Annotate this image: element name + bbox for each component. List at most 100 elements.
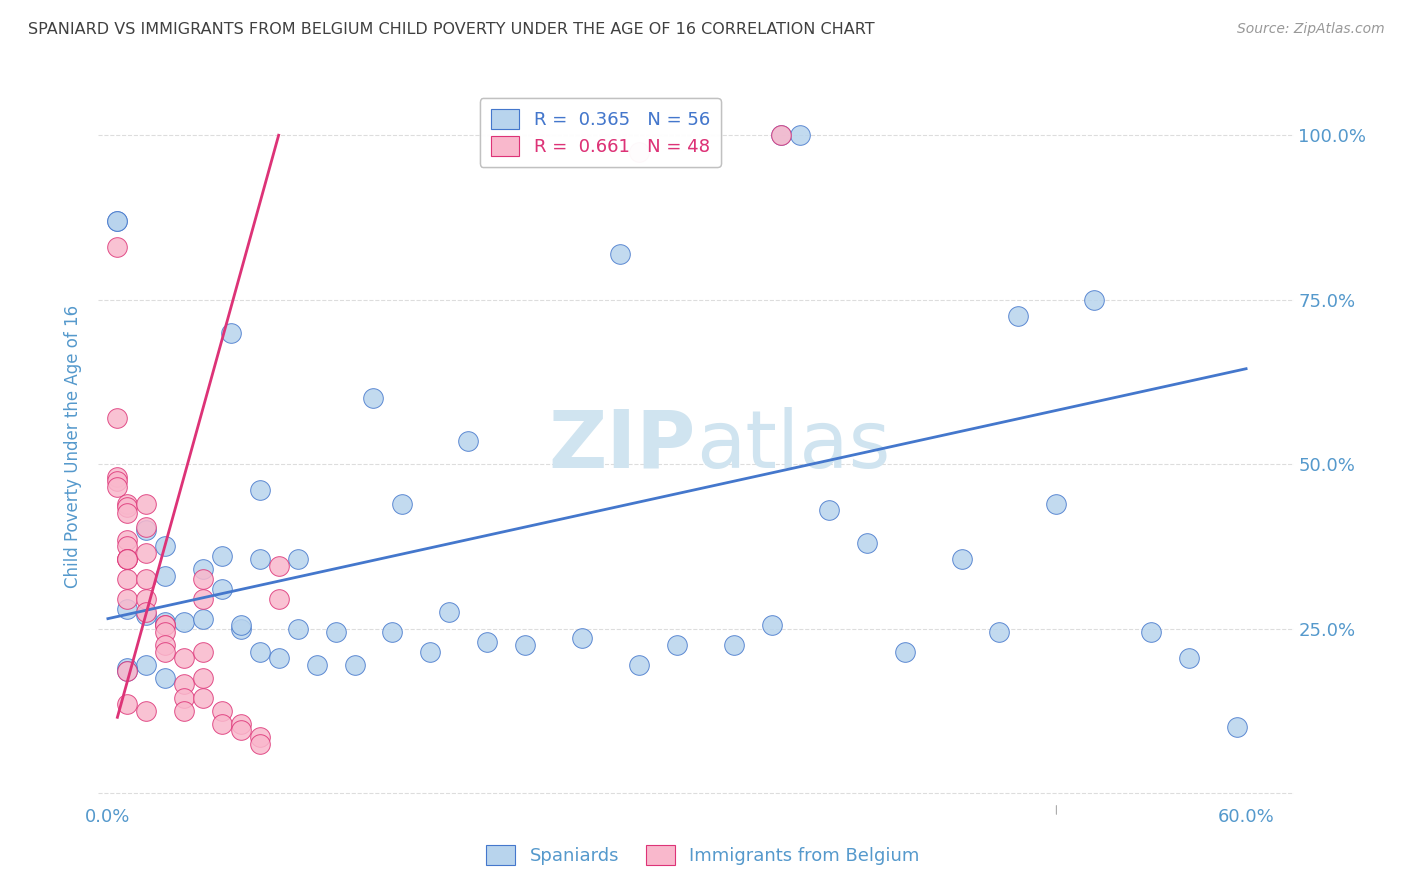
Point (287, 552, 309, 566)
Point (893, 644, 915, 658)
Point (115, 661, 138, 675)
Point (115, 665, 138, 679)
Point (666, 638, 689, 652)
Point (105, 470, 128, 484)
Point (115, 500, 138, 514)
Point (153, 615, 176, 629)
Point (249, 644, 271, 658)
Point (153, 539, 176, 553)
Point (173, 651, 195, 665)
Point (191, 612, 214, 626)
Point (761, 618, 783, 632)
Point (115, 552, 138, 566)
Point (135, 497, 157, 511)
Point (363, 392, 385, 406)
Text: SPANIARD VS IMMIGRANTS FROM BELGIUM CHILD POVERTY UNDER THE AGE OF 16 CORRELATIO: SPANIARD VS IMMIGRANTS FROM BELGIUM CHIL… (28, 22, 875, 37)
Point (1226, 720, 1249, 734)
Point (477, 634, 499, 648)
Point (789, 128, 811, 143)
Point (153, 569, 176, 583)
Point (135, 519, 157, 533)
Point (515, 638, 537, 652)
Point (211, 549, 233, 564)
Point (1178, 651, 1201, 665)
Point (105, 480, 128, 494)
Point (115, 552, 138, 566)
Point (105, 213, 128, 227)
Point (381, 624, 404, 639)
Point (571, 632, 593, 646)
Point (391, 497, 413, 511)
Point (115, 533, 138, 547)
Point (988, 624, 1011, 639)
Point (229, 618, 252, 632)
Text: atlas: atlas (696, 407, 890, 485)
Point (105, 411, 128, 425)
Point (115, 497, 138, 511)
Point (770, 128, 793, 143)
Point (267, 591, 290, 606)
Point (325, 624, 347, 639)
Point (153, 624, 176, 639)
Point (191, 562, 214, 576)
Point (211, 704, 233, 718)
Point (135, 657, 157, 672)
Legend: R =  0.365   N = 56, R =  0.661   N = 48: R = 0.365 N = 56, R = 0.661 N = 48 (479, 98, 721, 167)
Point (817, 503, 839, 517)
Point (1083, 293, 1105, 307)
Point (191, 591, 214, 606)
Point (105, 213, 128, 227)
Point (1007, 309, 1029, 323)
Point (173, 615, 195, 629)
Point (153, 671, 176, 685)
Point (191, 690, 214, 705)
Point (950, 552, 973, 566)
Point (153, 618, 176, 632)
Point (249, 730, 271, 744)
Point (1140, 624, 1163, 639)
Point (115, 591, 138, 606)
Point (211, 717, 233, 731)
Point (439, 605, 461, 619)
Point (105, 240, 128, 254)
Point (419, 644, 441, 658)
Point (135, 546, 157, 560)
Point (153, 638, 176, 652)
Point (628, 145, 651, 159)
Point (229, 717, 252, 731)
Point (191, 644, 214, 658)
Point (609, 246, 631, 260)
Point (153, 644, 176, 658)
Point (115, 665, 138, 679)
Point (105, 474, 128, 488)
Point (287, 622, 309, 636)
Point (173, 677, 195, 691)
Point (723, 638, 745, 652)
Point (249, 483, 271, 498)
Point (135, 591, 157, 606)
Point (135, 608, 157, 623)
Point (770, 128, 793, 143)
Point (1045, 497, 1067, 511)
Point (115, 572, 138, 586)
Point (115, 539, 138, 553)
Legend: Spaniards, Immigrants from Belgium: Spaniards, Immigrants from Belgium (477, 836, 929, 874)
Point (153, 618, 176, 632)
Point (173, 704, 195, 718)
Text: ZIP: ZIP (548, 407, 696, 485)
Point (457, 434, 479, 448)
Text: Source: ZipAtlas.com: Source: ZipAtlas.com (1237, 22, 1385, 37)
Point (229, 622, 252, 636)
Point (249, 552, 271, 566)
Point (219, 326, 242, 340)
Point (135, 572, 157, 586)
Point (628, 657, 651, 672)
Point (305, 657, 328, 672)
Point (191, 671, 214, 685)
Point (267, 651, 290, 665)
Point (191, 572, 214, 586)
Point (115, 601, 138, 615)
Point (173, 690, 195, 705)
Y-axis label: Child Poverty Under the Age of 16: Child Poverty Under the Age of 16 (65, 304, 83, 588)
Point (343, 657, 366, 672)
